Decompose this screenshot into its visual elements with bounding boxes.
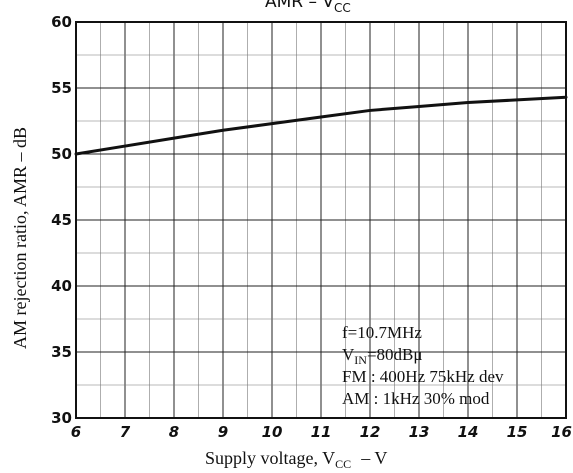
x-tick-label: 13: [409, 423, 430, 441]
x-tick-label: 12: [360, 423, 381, 441]
x-tick-label: 11: [311, 423, 332, 441]
y-tick-label: 55: [51, 79, 72, 97]
y-axis-label: AM rejection ratio, AMR – dB: [10, 127, 30, 349]
plot-frame: [75, 21, 567, 419]
y-tick-label: 30: [51, 409, 72, 427]
annotation-line-1: f=10.7MHz: [342, 323, 422, 342]
annotation-line-4: AM : 1kHz 30% mod: [342, 389, 490, 408]
annotation-line-3: FM : 400Hz 75kHz dev: [342, 367, 504, 386]
x-axis-label: Supply voltage, VCC – V: [205, 448, 387, 471]
x-axis-ticks: 6 7 8 9 10 11 12 13 14 15 16: [71, 423, 572, 441]
series-group: [74, 95, 568, 156]
y-tick-label: 45: [51, 211, 72, 229]
y-tick-label: 50: [51, 145, 72, 163]
x-tick-label: 10: [262, 423, 283, 441]
x-tick-label: 15: [507, 423, 528, 441]
annotation-box: f=10.7MHz VIN=80dBμ FM : 400Hz 75kHz dev…: [342, 323, 504, 408]
chart-title: AMR – VCC: [265, 0, 351, 15]
y-tick-label: 40: [51, 277, 72, 295]
x-tick-label: 14: [458, 423, 479, 441]
series-line: [74, 95, 568, 156]
x-tick-label: 9: [218, 423, 228, 441]
y-tick-label: 60: [51, 13, 72, 31]
annotation-line-2: VIN=80dBμ: [342, 345, 423, 367]
y-axis-ticks: 30 35 40 45 50 55 60: [51, 13, 72, 427]
grid: [75, 21, 567, 419]
x-tick-label: 7: [120, 423, 131, 441]
x-tick-label: 6: [71, 423, 81, 441]
x-tick-label: 8: [169, 423, 179, 441]
y-tick-label: 35: [51, 343, 72, 361]
x-tick-label: 16: [551, 423, 572, 441]
